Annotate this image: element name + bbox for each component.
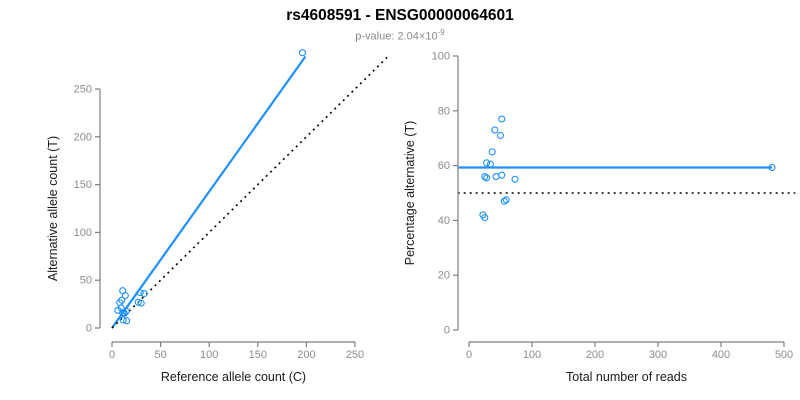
data-point <box>498 171 506 179</box>
x-tick-label: 100 <box>200 349 218 361</box>
data-point <box>498 115 506 123</box>
x-tick-label: 0 <box>466 349 472 361</box>
data-point <box>502 196 510 204</box>
y-axis: 0 20 40 60 80 100 <box>432 51 459 337</box>
data-point <box>120 309 128 317</box>
pvalue-mantissa: 2.04 <box>397 30 419 43</box>
x-tick-label: 200 <box>586 349 604 361</box>
data-point <box>488 148 496 156</box>
x-axis-title: Reference allele count (C) <box>161 370 306 384</box>
y-tick-label: 0 <box>444 325 450 337</box>
x-tick-label: 100 <box>523 349 541 361</box>
data-point <box>492 173 500 181</box>
data-point <box>496 131 505 140</box>
allele-counts-scatter: 0 50 100 150 200 250 0 50 100 150 200 250 Reference … <box>46 49 388 384</box>
regression-line <box>111 55 307 329</box>
identity-line <box>111 56 388 329</box>
data-point <box>134 298 142 306</box>
data-point <box>122 307 130 315</box>
data-point <box>511 175 519 183</box>
y-tick-label: 0 <box>86 323 92 335</box>
y-axis: 0 50 100 150 200 250 <box>74 84 101 335</box>
x-axis: 0 50 100 150 200 250 <box>109 341 364 361</box>
x-tick-label: 250 <box>346 349 364 361</box>
y-tick-label: 250 <box>74 84 92 96</box>
data-point <box>481 214 489 222</box>
pvalue-prefix: p-value: <box>355 30 398 43</box>
y-tick-label: 80 <box>438 105 450 117</box>
x-tick-label: 150 <box>249 349 267 361</box>
data-point <box>119 316 127 324</box>
x-tick-label: 50 <box>154 349 166 361</box>
data-point <box>491 126 499 134</box>
y-tick-label: 20 <box>438 270 450 282</box>
data-point <box>500 197 508 205</box>
data-point <box>483 174 491 182</box>
y-tick-label: 50 <box>80 275 92 287</box>
data-point <box>140 290 148 298</box>
x-tick-label: 0 <box>109 349 115 361</box>
y-tick-label: 200 <box>74 131 92 143</box>
figure-title: rs4608591 - ENSG00000064601 <box>286 7 514 24</box>
data-point <box>768 163 776 172</box>
x-tick-label: 400 <box>712 349 730 361</box>
y-tick-label: 40 <box>438 215 450 227</box>
percentage-by-coverage-scatter: 0 20 40 60 80 100 0 100 200 300 400 500 Total number… <box>403 51 796 384</box>
y-tick-label: 150 <box>74 179 92 191</box>
y-axis-title: Percentage alternative (T) <box>403 121 417 266</box>
pvalue-times: ×10 <box>418 30 438 43</box>
x-tick-label: 500 <box>775 349 793 361</box>
data-point <box>123 317 131 325</box>
x-axis: 0 100 200 300 400 500 <box>466 341 793 361</box>
x-tick-label: 300 <box>649 349 667 361</box>
data-point <box>136 289 144 297</box>
data-point <box>121 291 129 300</box>
y-tick-label: 60 <box>438 160 450 172</box>
y-tick-label: 100 <box>432 51 450 63</box>
data-point <box>481 173 489 181</box>
y-tick-label: 100 <box>74 227 92 239</box>
pvalue-exponent: -9 <box>437 27 445 37</box>
y-axis-title: Alternative allele count (T) <box>46 136 60 281</box>
data-point <box>118 296 126 304</box>
data-point <box>486 160 494 168</box>
data-point <box>298 49 307 57</box>
data-point <box>137 299 145 307</box>
x-axis-title: Total number of reads <box>566 370 687 384</box>
figure-header: rs4608591 - ENSG00000064601 p-value: 2.0… <box>0 7 800 43</box>
data-point <box>483 159 491 167</box>
pvalue-subtitle: p-value: 2.04×10-9 <box>0 28 800 43</box>
x-tick-label: 200 <box>297 349 315 361</box>
